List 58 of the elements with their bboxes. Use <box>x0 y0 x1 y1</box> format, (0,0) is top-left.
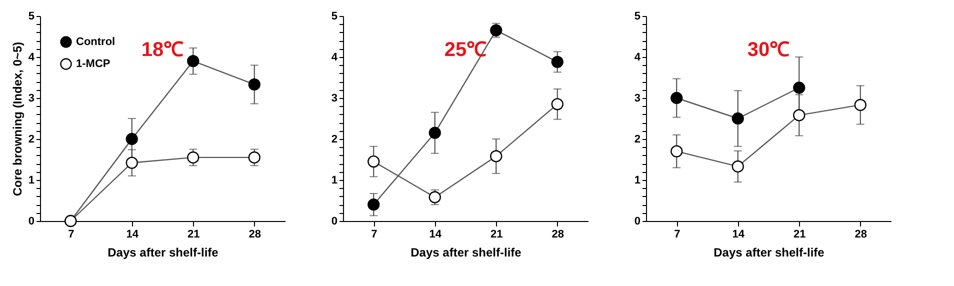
y-axis-title: Core browning (Index, 0~5) <box>10 42 24 196</box>
point <box>670 145 683 158</box>
point <box>732 112 744 125</box>
x-tick-label: 7 <box>674 228 680 240</box>
x-tick-label: 28 <box>552 228 564 240</box>
point <box>551 56 564 68</box>
point <box>793 82 806 94</box>
legend-label: 1-MCP <box>76 58 110 70</box>
y-tick-label: 3 <box>634 92 640 104</box>
x-axis-title: Days after shelf-life <box>410 246 522 260</box>
point <box>732 160 744 173</box>
legend-label: Control <box>76 36 116 48</box>
point <box>490 150 502 162</box>
x-tick-label: 14 <box>126 228 140 240</box>
x-axis-title: Days after shelf-life <box>108 246 219 260</box>
x-tick-label: 21 <box>490 228 503 240</box>
x-tick-label: 21 <box>188 228 200 240</box>
y-tick-label: 2 <box>331 134 338 146</box>
y-tick-label: 1 <box>634 174 640 186</box>
point <box>670 92 683 104</box>
point <box>187 151 200 164</box>
x-axis-title: Days after shelf-life <box>714 246 825 260</box>
x-tick-label: 28 <box>248 228 261 240</box>
point <box>368 198 380 211</box>
y-tick-label: 3 <box>331 92 338 104</box>
point <box>854 98 866 112</box>
x-tick-label: 21 <box>794 228 806 240</box>
y-tick-label: 0 <box>331 216 338 228</box>
x-tick-label: 14 <box>429 228 442 240</box>
x-tick-label: 7 <box>371 228 378 240</box>
y-tick-label: 3 <box>28 92 34 104</box>
text: 30℃ <box>747 39 790 61</box>
x-tick-label: 14 <box>732 228 746 240</box>
point <box>248 151 260 164</box>
y-tick-label: 4 <box>28 52 36 64</box>
point <box>126 156 138 169</box>
y-tick-label: 0 <box>28 216 34 228</box>
y-tick-label: 0 <box>634 216 640 228</box>
y-tick-label: 4 <box>331 52 338 64</box>
y-tick-label: 5 <box>634 10 640 22</box>
point <box>428 126 441 139</box>
y-tick-label: 5 <box>28 10 34 22</box>
x-tick-label: 7 <box>68 228 74 240</box>
y-tick-label: 4 <box>634 52 642 64</box>
point <box>187 55 200 68</box>
point <box>551 98 564 110</box>
text: 18℃ <box>141 39 184 61</box>
y-tick-label: 2 <box>28 134 34 146</box>
point <box>428 191 441 204</box>
point <box>368 155 380 168</box>
point <box>126 132 138 146</box>
x-tick-label: 28 <box>854 228 867 240</box>
y-tick-label: 5 <box>331 10 338 22</box>
y-tick-label: 2 <box>634 134 640 146</box>
point <box>793 109 806 122</box>
point <box>248 78 260 91</box>
y-tick-label: 1 <box>331 174 338 186</box>
y-tick-label: 1 <box>28 174 34 186</box>
